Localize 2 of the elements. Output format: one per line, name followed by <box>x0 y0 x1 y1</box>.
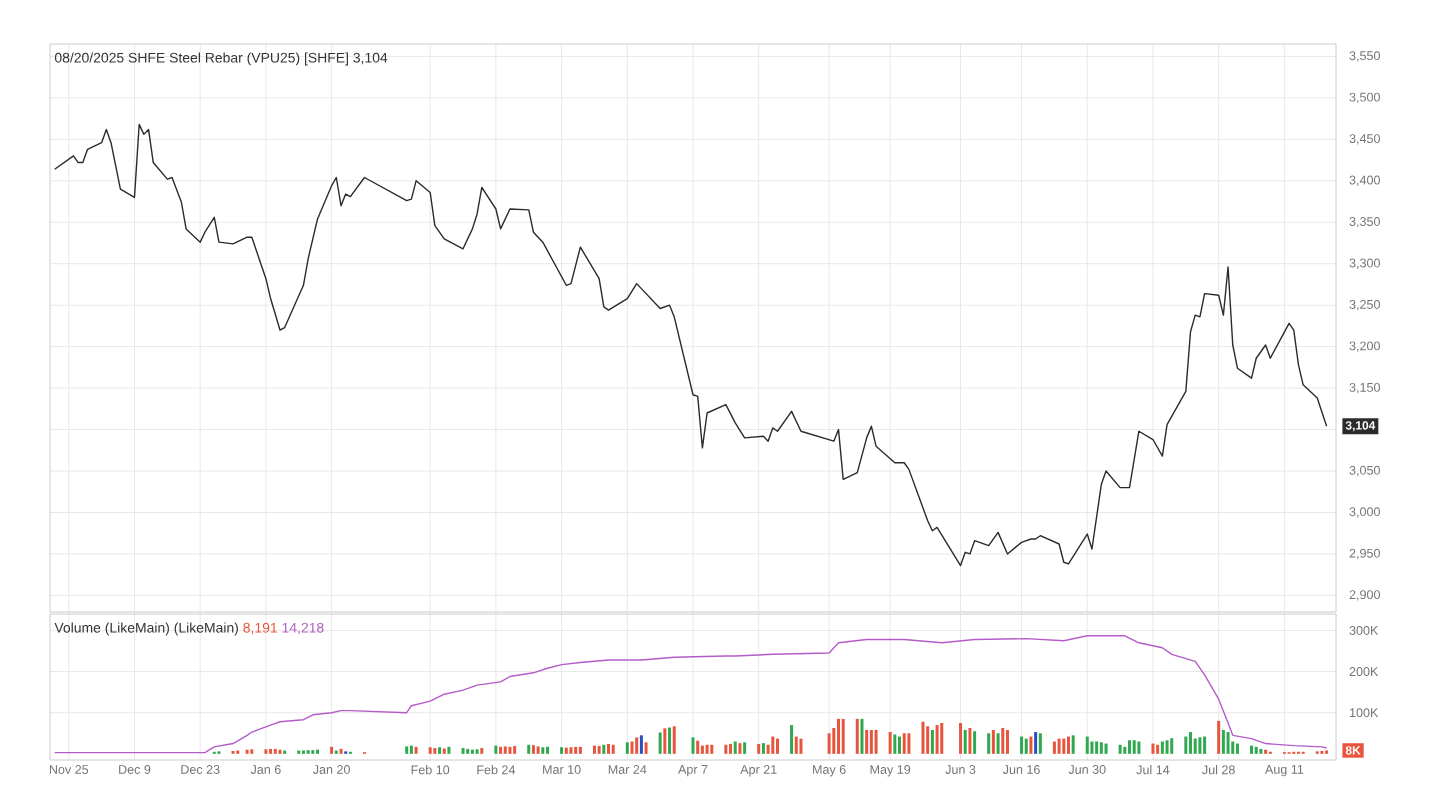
line-series <box>54 635 1328 754</box>
line-series <box>54 123 1328 567</box>
